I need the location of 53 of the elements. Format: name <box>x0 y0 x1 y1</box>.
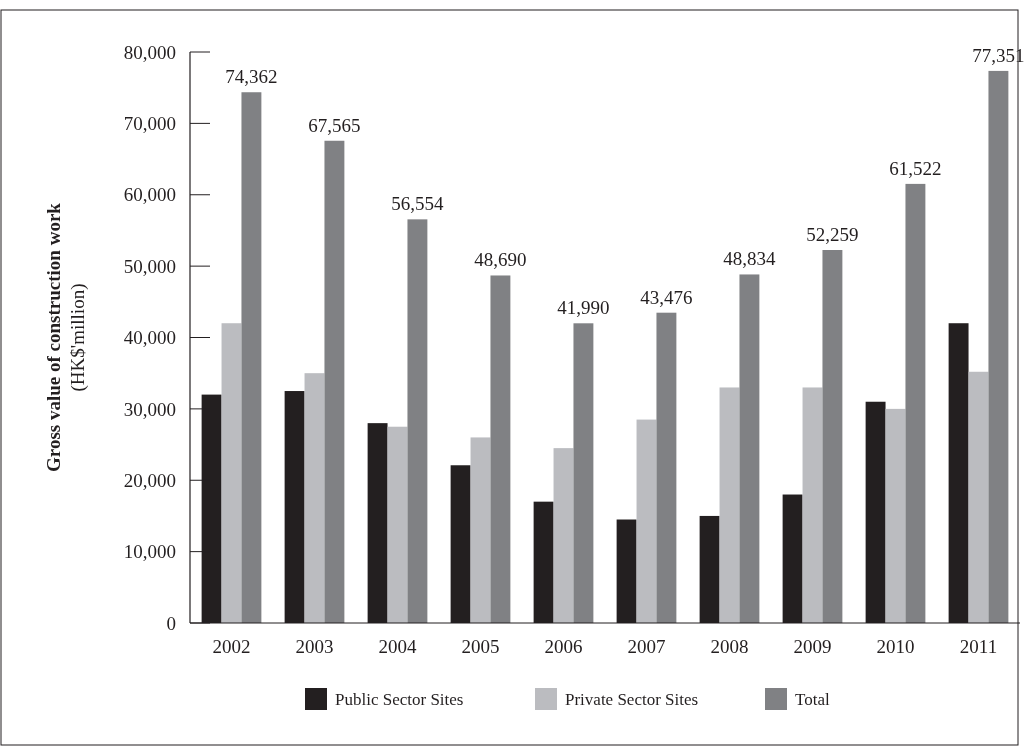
y-tick-label: 50,000 <box>123 255 176 277</box>
bar <box>241 92 262 623</box>
x-tick-label: 2007 <box>627 636 666 657</box>
y-tick-label: 20,000 <box>123 469 176 491</box>
y-axis-title: Gross value of construction work (HK$'million) <box>43 202 89 472</box>
bar <box>802 387 823 623</box>
data-label: 74,362 <box>225 66 278 88</box>
data-label: 43,476 <box>640 286 693 308</box>
bar <box>719 387 740 623</box>
x-tick-label: 2006 <box>544 636 583 657</box>
data-label: 61,522 <box>889 157 942 179</box>
y-tick-label: 30,000 <box>123 398 176 420</box>
data-label: 41,990 <box>557 297 610 319</box>
x-tick-label: 2010 <box>876 636 915 657</box>
x-tick-label: 2009 <box>793 636 832 657</box>
bar <box>988 70 1009 623</box>
x-tick-label: 2002 <box>212 636 251 657</box>
bar <box>490 275 511 623</box>
bar <box>739 274 760 623</box>
data-label: 56,554 <box>391 193 445 215</box>
bar <box>470 437 491 623</box>
bar <box>304 373 325 623</box>
bar <box>656 312 677 623</box>
y-tick-label: 80,000 <box>123 41 176 63</box>
y-tick-label: 40,000 <box>123 327 176 349</box>
x-tick-label: 2005 <box>461 636 500 657</box>
bar <box>221 323 242 623</box>
legend-label: Total <box>795 689 830 709</box>
legend-label: Public Sector Sites <box>335 689 464 709</box>
bar <box>324 140 345 623</box>
y-tick-label: 0 <box>166 612 176 634</box>
x-tick-label: 2003 <box>295 636 334 657</box>
data-label: 48,834 <box>723 248 777 270</box>
bar <box>968 371 989 623</box>
bar <box>387 426 408 623</box>
x-tick-label: 2008 <box>710 636 749 657</box>
legend-label: Private Sector Sites <box>565 689 699 709</box>
bar <box>885 408 906 623</box>
data-label: 77,351 <box>972 44 1025 66</box>
y-tick-label: 70,000 <box>123 113 176 135</box>
bar <box>905 183 926 623</box>
data-label: 52,259 <box>806 224 859 245</box>
bar <box>553 448 574 623</box>
x-tick-label: 2004 <box>378 636 417 657</box>
x-tick-label: 2011 <box>959 636 998 657</box>
data-label: 67,565 <box>308 114 361 136</box>
bar <box>822 250 843 623</box>
bar <box>407 219 428 623</box>
y-tick-label: 10,000 <box>123 541 176 563</box>
data-label: 48,690 <box>474 249 527 271</box>
y-tick-label: 60,000 <box>123 184 176 206</box>
bar <box>573 323 594 623</box>
bar <box>636 419 657 623</box>
